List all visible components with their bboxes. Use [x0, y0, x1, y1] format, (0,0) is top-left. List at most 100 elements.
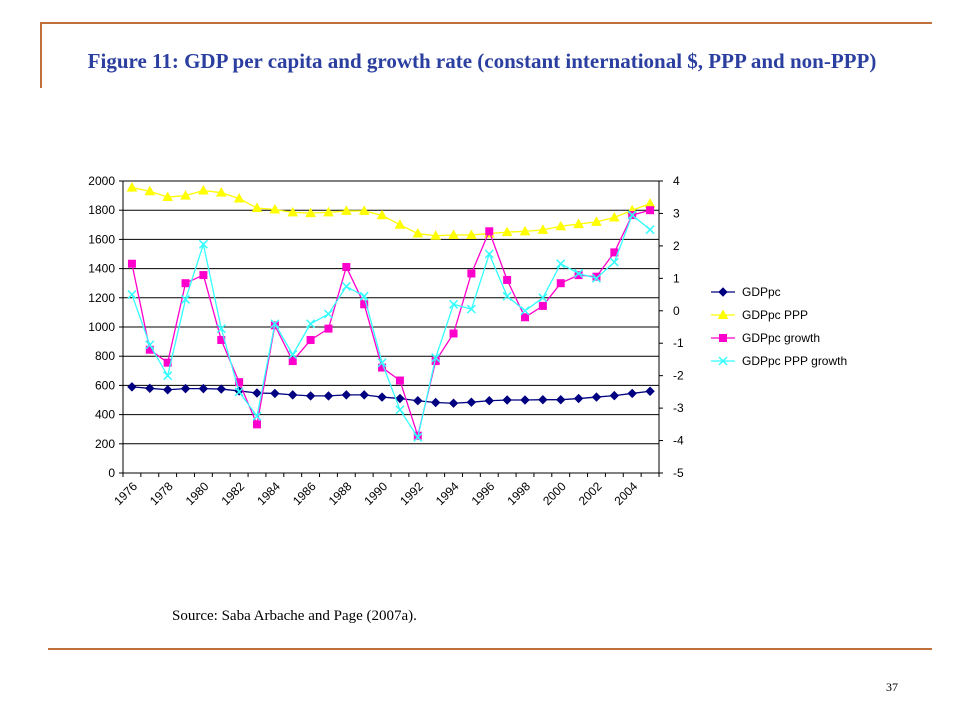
data-point	[253, 420, 261, 429]
x-tick-label: 2000	[540, 479, 569, 508]
left-axis-ticks: 0 200 400 600 800 1000 1200 1400 1600 1800 2000	[88, 174, 123, 480]
data-point	[431, 353, 441, 363]
data-point	[127, 259, 136, 268]
x-tick-label: 1976	[111, 479, 140, 508]
data-point	[216, 324, 226, 334]
data-point	[180, 383, 191, 394]
data-point	[555, 220, 567, 231]
data-point	[162, 191, 174, 202]
data-point	[591, 216, 602, 226]
data-point	[180, 190, 191, 200]
data-point	[251, 202, 263, 213]
data-point-stroke	[395, 405, 405, 415]
x-tick-label: 1984	[254, 479, 283, 508]
x-tick-label: 1990	[361, 479, 390, 508]
data-point	[181, 294, 191, 304]
data-point	[608, 211, 620, 222]
data-point	[359, 291, 369, 301]
data-point-stroke	[484, 249, 494, 259]
data-point	[627, 388, 637, 399]
data-point	[627, 210, 637, 220]
data-point	[609, 257, 619, 267]
data-point	[305, 391, 316, 401]
data-point	[323, 206, 334, 217]
right-tick-label: 3	[673, 206, 680, 220]
data-point	[466, 304, 476, 314]
data-point	[413, 432, 423, 442]
x-tick-label: 1982	[218, 479, 247, 508]
data-point	[323, 309, 333, 319]
data-point-stroke	[574, 268, 584, 278]
data-point	[324, 324, 333, 333]
x-axis-ticks: 1976 1978 1980 1982 1984 1986 1988 1990 1992 1994…	[111, 473, 660, 508]
data-point	[520, 306, 530, 316]
series-line	[131, 213, 651, 439]
data-point	[538, 301, 547, 310]
frame-bottom-rule	[48, 648, 932, 650]
data-point	[573, 393, 584, 404]
data-point-stroke	[198, 239, 208, 249]
data-point	[502, 395, 512, 405]
data-point	[467, 269, 476, 278]
right-tick-label: 1	[673, 271, 680, 285]
series-gdppc-growth	[127, 206, 655, 440]
data-point-stroke	[377, 358, 387, 368]
data-point	[198, 383, 209, 394]
data-point-stroke	[127, 290, 137, 300]
data-point	[305, 207, 316, 218]
data-point	[466, 229, 477, 240]
data-point	[538, 293, 548, 303]
data-point	[163, 371, 173, 381]
data-point	[270, 319, 280, 329]
data-point	[574, 268, 584, 278]
data-point-stroke	[591, 273, 601, 283]
right-tick-label: 4	[673, 174, 680, 188]
legend-label: GDPpc growth	[742, 331, 820, 345]
data-point	[198, 184, 209, 195]
data-point-stroke	[181, 294, 191, 304]
data-point	[718, 287, 728, 297]
data-point-stroke	[449, 299, 459, 309]
data-point	[719, 334, 727, 342]
data-point	[718, 356, 728, 366]
page-number: 37	[886, 680, 898, 694]
data-point	[198, 239, 208, 249]
data-point	[144, 185, 156, 196]
data-point-stroke	[216, 324, 226, 334]
data-point	[306, 319, 316, 329]
chart-legend: GDPpc GDPpc PPP GDPpc growth GDPpc PPP grow…	[707, 277, 885, 377]
x-tick-label: 1996	[469, 479, 498, 508]
left-tick-label: 1400	[88, 262, 115, 276]
left-tick-label: 2000	[88, 174, 115, 188]
data-point	[645, 225, 655, 235]
data-point	[127, 290, 137, 300]
data-point-stroke	[431, 353, 441, 363]
data-point	[126, 182, 138, 192]
data-point-stroke	[323, 309, 333, 319]
legend-box	[707, 277, 885, 377]
data-point	[269, 203, 281, 214]
data-point	[288, 390, 298, 400]
data-point	[215, 187, 227, 197]
data-point	[430, 397, 441, 408]
data-point	[466, 397, 477, 407]
data-point	[162, 385, 173, 395]
legend-entry: GDPpc PPP growth	[711, 354, 847, 368]
data-point	[216, 384, 226, 394]
data-point	[556, 395, 566, 405]
data-point	[341, 390, 352, 400]
data-point	[376, 209, 388, 220]
data-point	[252, 411, 262, 421]
data-point-stroke	[288, 350, 298, 360]
data-point-stroke	[466, 304, 476, 314]
data-point	[556, 279, 565, 288]
right-tick-label: 0	[673, 304, 680, 318]
right-tick-label: -2	[673, 369, 684, 383]
data-point	[484, 396, 494, 406]
data-point	[538, 395, 548, 405]
data-point	[501, 226, 513, 237]
data-point	[573, 218, 584, 229]
left-tick-label: 1600	[88, 232, 115, 246]
data-point-stroke	[163, 371, 173, 381]
